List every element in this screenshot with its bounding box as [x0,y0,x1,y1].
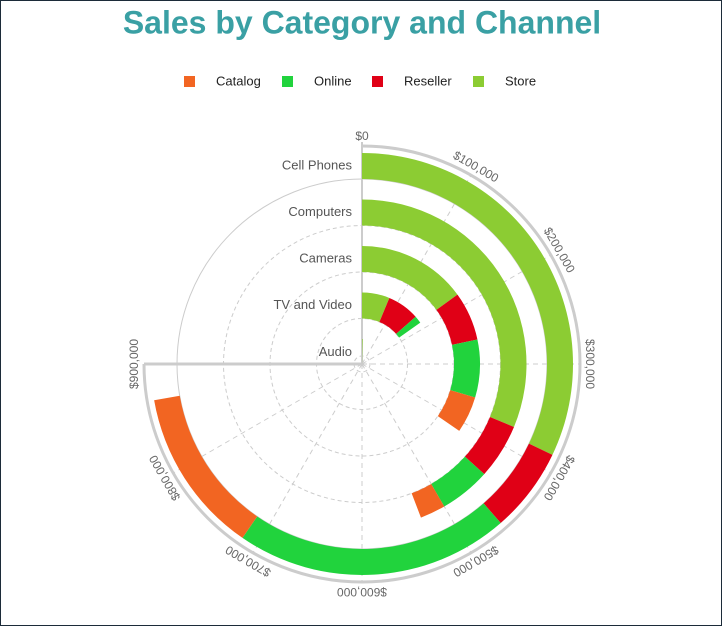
category-label: Cameras [299,250,352,265]
x-tick-label: $0 [355,129,369,143]
legend-swatch [372,76,383,87]
legend-swatch [184,76,195,87]
bar-segment [436,294,478,345]
bar-segment [411,483,445,518]
legend-label: Online [314,73,352,88]
bar-segment [362,246,458,310]
bar-segment [362,199,527,427]
bar-segment [362,292,390,322]
bar-segment [362,339,363,364]
bar-segment [242,503,501,575]
x-tick-label: $600,000 [337,585,387,599]
category-label: Computers [288,204,352,219]
bar-segment [154,395,258,538]
category-label: TV and Video [273,297,352,312]
legend-label: Reseller [404,73,452,88]
bar-segment [483,443,553,524]
x-tick-label: $900,000 [127,339,141,389]
bar-segment [450,339,481,398]
bar-segment [437,390,476,431]
bar-segment [464,417,514,475]
grid-line [361,363,472,554]
legend-label: Catalog [216,73,261,88]
category-label: Audio [319,344,352,359]
bar-segment [379,297,416,334]
bar-segment [431,456,485,507]
legend-swatch [473,76,484,87]
bar-segment [362,153,573,455]
legend-swatch [282,76,293,87]
category-label: Cell Phones [282,157,353,172]
chart-title: Sales by Category and Channel [123,4,601,40]
x-tick-label: $300,000 [583,339,597,389]
axis-arc [142,144,582,584]
bar-segment [396,316,421,338]
legend-label: Store [505,73,536,88]
grid-line [252,363,363,554]
grid-line [172,363,363,474]
